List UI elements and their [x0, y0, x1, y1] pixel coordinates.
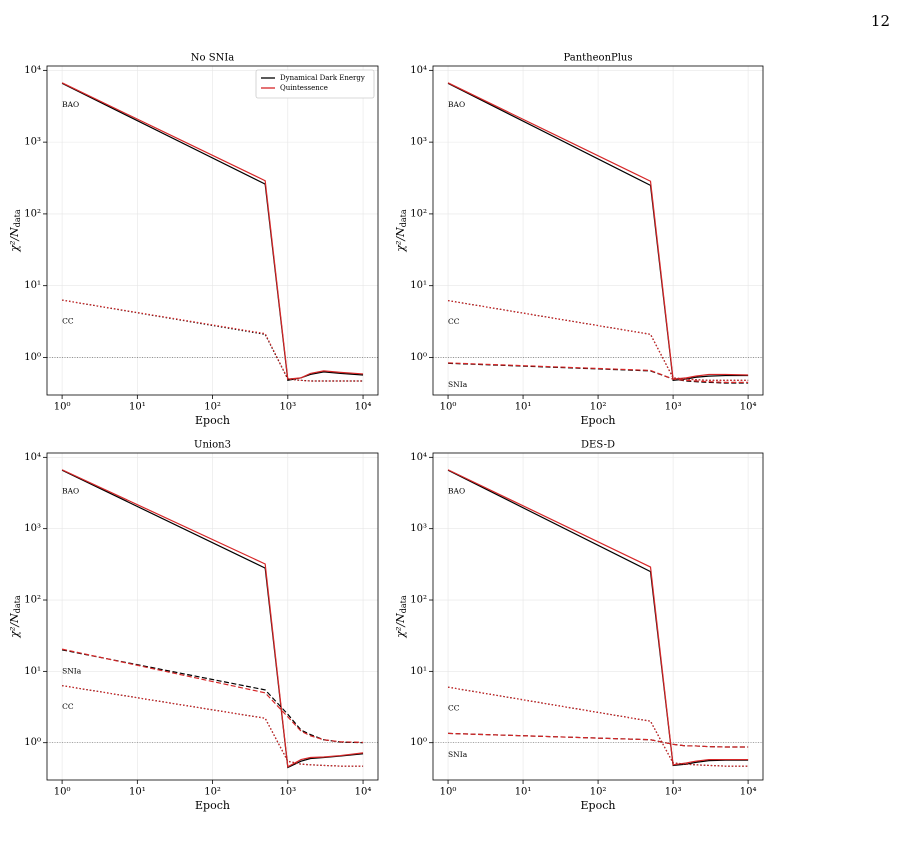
y-axis-label: χ²/Ndata	[8, 595, 22, 639]
y-axis-label-main: χ²/N	[394, 613, 407, 639]
x-axis-label: Epoch	[195, 799, 230, 812]
x-tick-label: 10⁰	[54, 402, 71, 413]
probe-label: BAO	[448, 100, 465, 109]
probe-label: SNIa	[62, 666, 82, 675]
y-tick-label: 10⁰	[410, 352, 427, 363]
y-axis-label: χ²/Ndata	[394, 595, 408, 639]
chart: 10⁰ 10¹ 10² 10³ 10⁴ 10⁰ 10¹ 10² 10³ 10⁴ BAO CC SNIa P…	[394, 53, 764, 427]
legend-box	[255, 69, 375, 99]
chart: 10⁰ 10¹ 10² 10³ 10⁴ 10⁰ 10¹ 10² 10³ 10⁴ BAO CC SNIa D…	[394, 440, 764, 812]
x-tick-label: 10¹	[515, 402, 532, 413]
y-axis-label-main: χ²/N	[8, 227, 21, 253]
probe-label: BAO	[62, 100, 79, 109]
series-line	[447, 469, 749, 766]
probe-label: BAO	[448, 487, 465, 496]
x-axis-label: Epoch	[581, 799, 616, 812]
series-line	[447, 686, 749, 767]
y-axis-label: χ²/Ndata	[394, 209, 408, 253]
x-tick-label: 10³	[665, 787, 682, 798]
y-axis-label: χ²/Ndata	[8, 209, 22, 253]
series-line	[61, 648, 364, 743]
y-axis-label-main: χ²/N	[394, 227, 407, 253]
x-tick-label: 10²	[590, 402, 607, 413]
y-axis-label-sub: data	[399, 209, 408, 227]
y-tick-label: 10⁴	[410, 65, 427, 76]
y-tick-label: 10⁴	[410, 452, 427, 463]
x-tick-label: 10³	[279, 787, 296, 798]
probe-label: SNIa	[448, 380, 468, 389]
x-tick-label: 10³	[665, 402, 682, 413]
y-tick-label: 10²	[24, 208, 41, 219]
chart: 10⁰ 10¹ 10² 10³ 10⁴ 10⁰ 10¹ 10² 10³ 10⁴ BAO SNIa CC U…	[8, 440, 379, 812]
x-tick-label: 10⁰	[440, 787, 457, 798]
y-tick-label: 10¹	[24, 666, 41, 677]
x-tick-label: 10²	[204, 787, 221, 798]
x-axis-label: Epoch	[195, 414, 230, 427]
y-tick-label: 10¹	[24, 280, 41, 291]
y-tick-label: 10⁰	[410, 737, 427, 748]
y-axis-label-main: χ²/N	[8, 613, 21, 639]
y-tick-label: 10⁴	[24, 65, 41, 76]
series-line	[62, 299, 364, 382]
y-tick-label: 10³	[24, 137, 41, 148]
legend-label: Dynamical Dark Energy	[280, 74, 365, 82]
chart-title: No SNIa	[191, 53, 235, 64]
y-axis-label-sub: data	[13, 209, 22, 227]
plot-frame	[46, 65, 379, 396]
x-tick-label: 10²	[590, 787, 607, 798]
y-tick-label: 10²	[410, 595, 427, 606]
probe-label: CC	[448, 704, 460, 713]
x-tick-label: 10⁴	[355, 402, 372, 413]
series-line	[448, 362, 749, 383]
x-tick-label: 10⁴	[355, 787, 372, 798]
probe-label: BAO	[62, 487, 79, 496]
probe-label: SNIa	[448, 750, 468, 759]
x-tick-label: 10¹	[515, 787, 532, 798]
plot-frame	[432, 452, 764, 781]
y-tick-label: 10⁴	[24, 452, 41, 463]
series-line	[448, 732, 749, 748]
probe-label: CC	[62, 702, 74, 711]
x-tick-label: 10¹	[129, 402, 146, 413]
series-line	[61, 649, 364, 744]
page-number: 12	[871, 12, 890, 30]
chart-title: DES-D	[581, 440, 615, 451]
probe-label: CC	[62, 317, 74, 326]
probe-label: CC	[448, 317, 460, 326]
x-tick-label: 10²	[204, 402, 221, 413]
chart-title: Union3	[194, 440, 231, 451]
x-tick-label: 10⁴	[740, 402, 757, 413]
series-line	[61, 82, 364, 380]
y-tick-label: 10³	[24, 523, 41, 534]
y-tick-label: 10²	[24, 595, 41, 606]
x-tick-label: 10⁰	[440, 402, 457, 413]
y-tick-label: 10¹	[410, 280, 427, 291]
y-tick-label: 10³	[410, 523, 427, 534]
y-tick-label: 10⁰	[24, 737, 41, 748]
series-line	[62, 685, 364, 767]
y-tick-label: 10³	[410, 137, 427, 148]
y-tick-label: 10²	[410, 208, 427, 219]
x-tick-label: 10⁰	[54, 787, 71, 798]
x-axis-label: Epoch	[581, 414, 616, 427]
series-line	[447, 82, 749, 380]
series-line	[61, 469, 364, 768]
chart-title: PantheonPlus	[563, 53, 632, 64]
x-tick-label: 10¹	[129, 787, 146, 798]
plot-frame	[432, 65, 764, 396]
y-axis-label-sub: data	[399, 595, 408, 613]
x-tick-label: 10³	[279, 402, 296, 413]
legend-label: Quintessence	[280, 84, 328, 92]
y-axis-label-sub: data	[13, 595, 22, 613]
chart: 10⁰ 10¹ 10² 10³ 10⁴ 10⁰ 10¹ 10² 10³ 10⁴ BAO CC No SN…	[8, 53, 379, 427]
plot-frame	[46, 452, 379, 781]
x-tick-label: 10⁴	[740, 787, 757, 798]
y-tick-label: 10⁰	[24, 352, 41, 363]
y-tick-label: 10¹	[410, 666, 427, 677]
